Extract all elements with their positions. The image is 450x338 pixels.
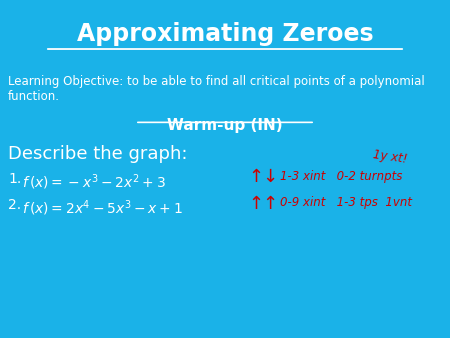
Text: 0-9 xint   1-3 tps  1vnt: 0-9 xint 1-3 tps 1vnt (280, 196, 412, 209)
Text: Warm-up (IN): Warm-up (IN) (167, 118, 283, 133)
Text: ↑↓: ↑↓ (248, 168, 278, 186)
Text: Approximating Zeroes: Approximating Zeroes (76, 22, 373, 46)
Text: 1.: 1. (8, 172, 21, 186)
Text: 1y xt!: 1y xt! (372, 148, 408, 166)
Text: $f\,(x) = 2x^4 - 5x^3 - x + 1$: $f\,(x) = 2x^4 - 5x^3 - x + 1$ (22, 198, 183, 218)
Text: 1-3 xint   0-2 turnpts: 1-3 xint 0-2 turnpts (280, 170, 402, 183)
Text: Learning Objective: to be able to find all critical points of a polynomial
funct: Learning Objective: to be able to find a… (8, 75, 425, 103)
Text: 2.: 2. (8, 198, 21, 212)
Text: Describe the graph:: Describe the graph: (8, 145, 188, 163)
Text: ↑↑: ↑↑ (248, 195, 278, 213)
Text: $f\,(x) = -x^3 - 2x^2 + 3$: $f\,(x) = -x^3 - 2x^2 + 3$ (22, 172, 166, 192)
